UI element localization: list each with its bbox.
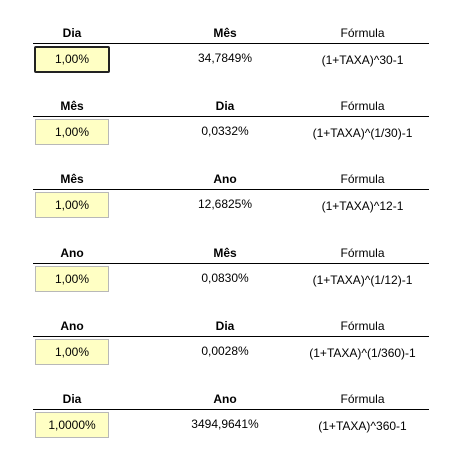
result-cell: 12,6825% bbox=[197, 197, 253, 212]
result-cell: 34,7849% bbox=[197, 51, 253, 65]
formula-cell: (1+TAXA)^(1/360)-1 bbox=[309, 345, 416, 360]
column-header: Fórmula bbox=[340, 26, 385, 40]
header-underline bbox=[33, 189, 429, 191]
column-header: Ano bbox=[60, 245, 84, 260]
header-underline bbox=[33, 262, 429, 264]
column-header: Ano bbox=[60, 318, 84, 333]
column-header: Ano bbox=[213, 172, 237, 187]
column-header: Dia bbox=[62, 392, 82, 406]
column-header: Dia bbox=[215, 318, 235, 333]
formula-cell: (1+TAXA)^30-1 bbox=[321, 53, 404, 67]
column-header: Ano bbox=[213, 392, 237, 406]
result-cell: 0,0028% bbox=[201, 343, 249, 358]
rate-input-cell[interactable]: 1,00% bbox=[34, 46, 110, 73]
column-header: Mês bbox=[213, 245, 237, 260]
rate-input-cell[interactable]: 1,00% bbox=[35, 119, 109, 146]
column-header: Fórmula bbox=[340, 318, 385, 333]
rate-input-cell[interactable]: 1,00% bbox=[35, 192, 109, 219]
column-header: Mês bbox=[213, 26, 237, 40]
header-underline bbox=[33, 43, 429, 44]
column-header: Fórmula bbox=[340, 172, 385, 187]
column-header: Fórmula bbox=[340, 392, 385, 406]
header-underline bbox=[33, 116, 429, 118]
column-header: Dia bbox=[215, 99, 235, 114]
result-cell: 0,0830% bbox=[201, 270, 249, 285]
column-header: Fórmula bbox=[340, 245, 385, 260]
column-header: Mês bbox=[60, 99, 84, 114]
result-cell: 0,0332% bbox=[201, 124, 249, 139]
formula-cell: (1+TAXA)^360-1 bbox=[318, 419, 407, 433]
formula-cell: (1+TAXA)^12-1 bbox=[321, 199, 404, 214]
column-header: Mês bbox=[60, 172, 84, 187]
column-header: Fórmula bbox=[340, 99, 385, 114]
formula-cell: (1+TAXA)^(1/12)-1 bbox=[312, 272, 413, 287]
header-underline bbox=[33, 409, 429, 410]
result-cell: 3494,9641% bbox=[191, 417, 259, 431]
rate-input-cell[interactable]: 1,00% bbox=[35, 338, 109, 365]
formula-cell: (1+TAXA)^(1/30)-1 bbox=[312, 126, 413, 141]
rate-input-cell[interactable]: 1,00% bbox=[35, 265, 109, 292]
rate-input-cell[interactable]: 1,0000% bbox=[35, 412, 109, 438]
column-header: Dia bbox=[62, 26, 82, 40]
header-underline bbox=[33, 335, 429, 337]
